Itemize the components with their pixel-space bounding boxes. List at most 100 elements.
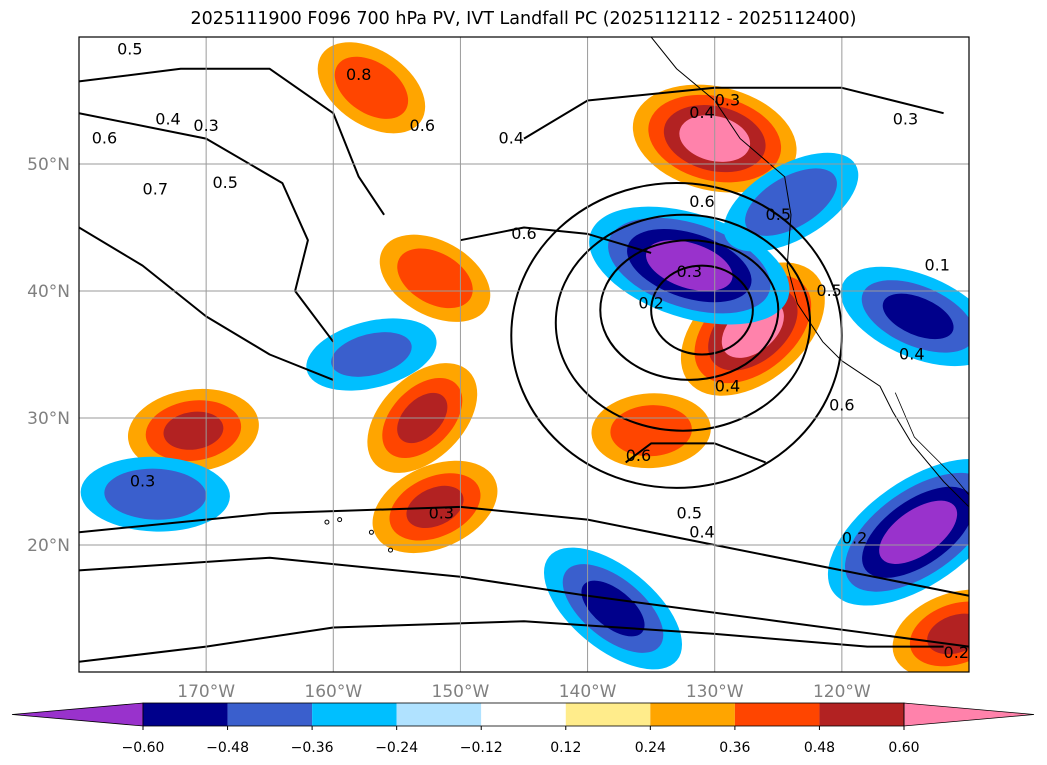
- correlation-region-13: [306, 318, 437, 391]
- contour-label: 0.4: [899, 345, 924, 364]
- colorbar-box: [396, 703, 482, 726]
- pv-contour-0.6: [460, 226, 652, 254]
- correlation-band-15-1: [745, 168, 837, 236]
- lon-tick-label: 150°W: [432, 682, 490, 702]
- pv-contour-low-0.3: [599, 239, 780, 381]
- correlation-region-14: [840, 266, 969, 367]
- colorbar-tick-label: −0.24: [375, 740, 418, 756]
- baja-coastline: [894, 392, 969, 496]
- colorbar-tick-label: −0.36: [291, 740, 334, 756]
- contour-label: 0.3: [893, 110, 918, 129]
- lon-tick-label: 120°W: [813, 682, 871, 702]
- contour-label: 0.4: [689, 103, 714, 122]
- colorbar-tick-label: −0.12: [460, 740, 503, 756]
- pv-contour-south: [79, 556, 969, 648]
- colorbar-outline: [142, 702, 905, 727]
- contour-label: 0.6: [689, 192, 714, 211]
- contour-label: 0.4: [499, 129, 524, 148]
- lon-tick-label: 160°W: [304, 682, 362, 702]
- correlation-region-10: [827, 459, 969, 606]
- contour-label: 0.6: [410, 116, 435, 135]
- colorbar-extend-min: [11, 702, 144, 727]
- correlation-region-8: [892, 589, 969, 672]
- contour-label: 0.3: [715, 91, 740, 110]
- contour-label: 0.4: [715, 376, 740, 395]
- correlation-region-2: [379, 234, 491, 322]
- colorbar-box: [650, 703, 735, 726]
- colorbar-tick-label: 0.60: [888, 740, 919, 756]
- contour-label: 0.6: [829, 395, 854, 414]
- colorbar-extend-max: [903, 702, 1035, 727]
- correlation-region-7: [317, 42, 426, 134]
- correlation-band-11-1: [104, 468, 207, 520]
- correlation-band-13-1: [331, 332, 412, 377]
- colorbar-box: [312, 703, 397, 726]
- contour-label: 0.6: [626, 446, 651, 465]
- correlation-band-2-1: [397, 248, 473, 309]
- contour-label: 0.3: [677, 262, 702, 281]
- colorbar-tick-label: 0.48: [804, 740, 835, 756]
- contour-label: 0.3: [429, 503, 454, 522]
- colorbar-box: [734, 703, 820, 726]
- pv-contour-north-2: [79, 112, 335, 343]
- lat-tick-label: 40°N: [27, 282, 70, 302]
- contour-label: 0.6: [511, 224, 536, 243]
- contour-label: 0.5: [766, 205, 791, 224]
- correlation-band-10-3: [879, 500, 958, 564]
- contour-label: 0.8: [346, 65, 371, 84]
- correlation-band-8-2: [927, 613, 969, 655]
- colorbar-tick-label: −0.48: [206, 740, 249, 756]
- lon-tick-label: 170°W: [177, 682, 235, 702]
- contour-label: 0.5: [677, 503, 702, 522]
- correlation-region-15: [723, 152, 859, 252]
- colorbar-tick-label: −0.60: [122, 740, 165, 756]
- contour-label: 0.2: [638, 294, 663, 313]
- colorbar-tick-label: 0.12: [550, 740, 581, 756]
- hawaii-island-3: [324, 519, 330, 525]
- contour-label: 0.7: [143, 179, 168, 198]
- lat-tick-label: 20°N: [27, 536, 70, 556]
- lon-tick-label: 130°W: [686, 682, 744, 702]
- colorbar-box: [143, 703, 228, 726]
- hawaii-island-1: [368, 529, 374, 535]
- gridlines: [79, 37, 969, 672]
- pv-contour-labels: 0.30.30.40.40.60.80.60.4 0.30.50.50.70.60…: [92, 40, 969, 662]
- contour-label: 0.5: [816, 281, 841, 300]
- colorbar-box: [227, 703, 313, 726]
- west-coast-coastline: [650, 37, 969, 508]
- correlation-region-11: [80, 456, 230, 532]
- contour-label: 0.2: [944, 643, 969, 662]
- colorbar: −0.60 −0.48 −0.36 −0.24 −0.12 0.12 0.24 0.36 0.4…: [11, 702, 1035, 756]
- lon-tick-label: 140°W: [559, 682, 617, 702]
- correlation-band-1-2: [163, 411, 224, 450]
- colorbar-tick-label: 0.24: [635, 740, 666, 756]
- correlation-region-1: [127, 388, 259, 473]
- correlation-band-14-2: [882, 293, 954, 340]
- contour-label: 0.3: [130, 472, 155, 491]
- pv-contour-low-0.4: [554, 213, 812, 432]
- colorbar-tick-label: 0.36: [719, 740, 750, 756]
- contour-label: 0.6: [92, 129, 117, 148]
- correlation-band-12-2: [581, 580, 645, 637]
- axis-tick-labels: 170°W 160°W 150°W 140°W 130°W 120°W 20°N 30°N 40…: [27, 155, 871, 702]
- hawaii-island-2: [337, 517, 343, 523]
- contour-label: 0.4: [155, 110, 180, 129]
- colorbar-box: [481, 703, 566, 726]
- contour-label: 0.5: [117, 40, 142, 59]
- lat-tick-label: 50°N: [27, 155, 70, 175]
- plot-frame: [78, 36, 970, 673]
- lat-tick-label: 30°N: [27, 409, 70, 429]
- pv-contour-low-0.2: [650, 264, 754, 356]
- coastlines: [324, 37, 969, 553]
- colorbar-box: [819, 703, 904, 726]
- contour-label: 0.1: [924, 256, 949, 275]
- contour-label: 0.4: [689, 522, 714, 541]
- contour-label: 0.2: [842, 529, 867, 548]
- pv-contour-north-1: [79, 67, 385, 216]
- contour-label: 0.5: [212, 173, 237, 192]
- pv-contour-0.6-south: [625, 442, 766, 464]
- chart-title: 2025111900 F096 700 hPa PV, IVT Landfall…: [190, 9, 857, 29]
- contour-label: 0.3: [193, 116, 218, 135]
- hawaii-island-0: [388, 547, 393, 553]
